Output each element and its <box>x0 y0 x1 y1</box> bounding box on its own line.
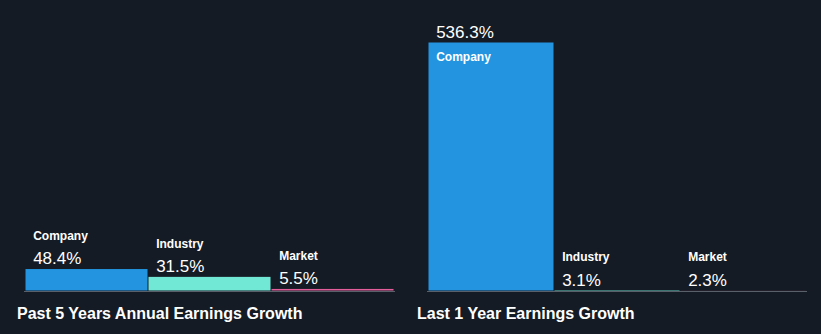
svg-text:Industry: Industry <box>562 250 610 264</box>
svg-text:3.1%: 3.1% <box>562 271 601 290</box>
html-text:Past 5 Years Annual Earnings G: Past 5 Years Annual Earnings Growth <box>17 305 303 322</box>
svg-text:2.3%: 2.3% <box>688 271 727 290</box>
html-text:Last 1 Year Earnings Growth: Last 1 Year Earnings Growth <box>417 305 635 322</box>
svg-text:Company: Company <box>436 50 491 64</box>
svg-text:31.5%: 31.5% <box>156 257 204 276</box>
svg-text:Industry: Industry <box>156 237 204 251</box>
svg-text:Market: Market <box>688 250 727 264</box>
svg-text:5.5%: 5.5% <box>279 269 318 288</box>
svg-text:Company: Company <box>33 229 88 243</box>
svg-text:Market: Market <box>279 249 318 263</box>
svg-text:48.4%: 48.4% <box>33 249 81 268</box>
svg-text:536.3%: 536.3% <box>436 23 494 42</box>
